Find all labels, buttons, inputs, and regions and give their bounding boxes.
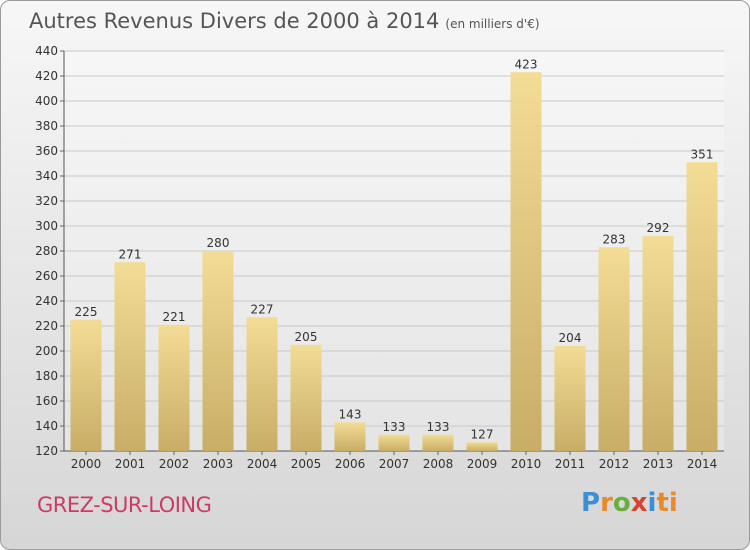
data-label: 204: [559, 331, 582, 345]
x-tick-label: 2006: [335, 457, 366, 471]
bar: [114, 262, 146, 451]
x-tick-label: 2003: [203, 457, 234, 471]
y-tick-label: 440: [35, 44, 58, 58]
x-tick-label: 2004: [247, 457, 278, 471]
bar: [598, 247, 630, 451]
data-label: 133: [383, 420, 406, 434]
y-tick-label: 120: [35, 444, 58, 458]
x-tick-label: 2008: [423, 457, 454, 471]
y-tick-label: 260: [35, 269, 58, 283]
bar: [642, 236, 674, 451]
bar: [334, 422, 366, 451]
bar: [70, 319, 102, 451]
bar: [158, 324, 190, 451]
data-label: 133: [427, 420, 450, 434]
y-tick-label: 360: [35, 144, 58, 158]
data-label: 283: [603, 232, 626, 246]
bar: [554, 346, 586, 451]
city-name: GREZ-SUR-LOING: [37, 493, 212, 517]
chart-title-text: Autres Revenus Divers de 2000 à 2014: [29, 9, 440, 33]
x-tick-label: 2014: [687, 457, 718, 471]
y-tick-label: 140: [35, 419, 58, 433]
y-tick-label: 400: [35, 94, 58, 108]
data-label: 227: [251, 302, 274, 316]
y-tick-label: 420: [35, 69, 58, 83]
data-label: 351: [691, 147, 714, 161]
y-tick-label: 300: [35, 219, 58, 233]
data-label: 127: [471, 427, 494, 441]
bar: [466, 442, 498, 451]
chart-unit: (en milliers d'€): [445, 17, 540, 31]
data-label: 271: [119, 247, 142, 261]
x-tick-label: 2009: [467, 457, 498, 471]
x-tick-label: 2002: [159, 457, 190, 471]
bar: [246, 317, 278, 451]
y-tick-label: 340: [35, 169, 58, 183]
y-tick-label: 180: [35, 369, 58, 383]
bar: [422, 434, 454, 451]
bar: [378, 434, 410, 451]
x-tick-label: 2013: [643, 457, 674, 471]
x-tick-label: 2010: [511, 457, 542, 471]
bar: [510, 72, 542, 451]
x-tick-label: 2007: [379, 457, 410, 471]
y-tick-label: 280: [35, 244, 58, 258]
y-tick-label: 380: [35, 119, 58, 133]
data-label: 225: [75, 305, 98, 319]
data-label: 280: [207, 236, 230, 250]
data-label: 143: [339, 407, 362, 421]
bar: [686, 162, 718, 451]
x-tick-label: 2005: [291, 457, 322, 471]
chart-title: Autres Revenus Divers de 2000 à 2014 (en …: [29, 9, 540, 33]
x-tick-label: 2001: [115, 457, 146, 471]
y-tick-label: 160: [35, 394, 58, 408]
x-tick-label: 2000: [71, 457, 102, 471]
proxiti-logo: Proxiti: [581, 488, 678, 518]
data-label: 205: [295, 330, 318, 344]
x-tick-label: 2011: [555, 457, 586, 471]
y-tick-label: 320: [35, 194, 58, 208]
x-tick-label: 2012: [599, 457, 630, 471]
y-tick-label: 200: [35, 344, 58, 358]
bar: [290, 344, 322, 451]
data-label: 221: [163, 310, 186, 324]
data-label: 292: [647, 221, 670, 235]
y-tick-label: 220: [35, 319, 58, 333]
data-label: 423: [515, 57, 538, 71]
bar: [202, 251, 234, 451]
y-tick-label: 240: [35, 294, 58, 308]
